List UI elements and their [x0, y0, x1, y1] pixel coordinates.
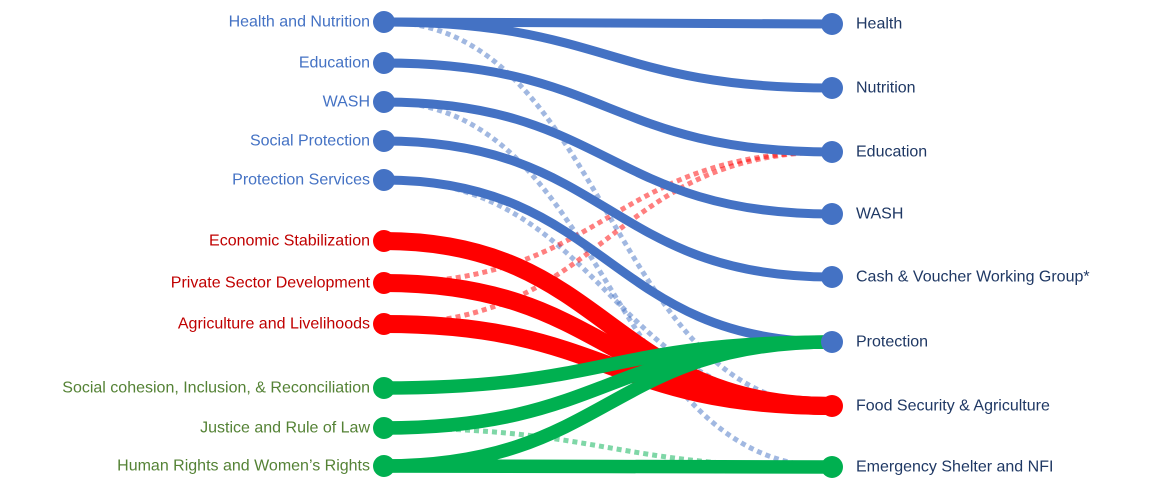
right-label-nutrition: Nutrition	[856, 80, 916, 97]
left-node-agriculture-livelihoods	[373, 313, 395, 335]
right-label-emergency-shelter: Emergency Shelter and NFI	[856, 459, 1053, 476]
left-label-human-rights: Human Rights and Women’s Rights	[117, 458, 370, 475]
link-protection-services-to-protection	[379, 175, 837, 347]
left-node-private-sector	[373, 272, 395, 294]
left-label-protection-services: Protection Services	[232, 172, 370, 189]
right-label-food-security: Food Security & Agriculture	[856, 398, 1050, 415]
right-node-emergency-shelter	[821, 456, 843, 478]
left-node-social-protection	[373, 130, 395, 152]
left-label-wash: WASH	[323, 94, 370, 111]
right-node-cash-voucher	[821, 266, 843, 288]
link-education-to-education-r	[379, 58, 837, 157]
left-node-human-rights	[373, 455, 395, 477]
right-node-food-security	[821, 395, 843, 417]
left-label-education: Education	[299, 55, 370, 72]
left-label-agriculture-livelihoods: Agriculture and Livelihoods	[178, 316, 370, 333]
link-social-protection-to-cash-voucher	[379, 136, 837, 282]
link-agriculture-livelihoods-to-education-r	[383, 149, 833, 327]
right-label-wash-r: WASH	[856, 206, 903, 223]
link-wash-to-wash-r	[379, 97, 837, 219]
right-label-health: Health	[856, 16, 902, 33]
left-node-education	[373, 52, 395, 74]
left-label-economic-stabilization: Economic Stabilization	[209, 233, 370, 250]
right-node-wash-r	[821, 203, 843, 225]
left-label-private-sector: Private Sector Development	[171, 275, 371, 292]
link-human-rights-to-protection	[377, 335, 839, 473]
links-layer	[375, 17, 841, 474]
right-label-cash-voucher: Cash & Voucher Working Group*	[856, 269, 1090, 286]
left-node-justice	[373, 417, 395, 439]
link-health-nutrition-to-nutrition	[379, 17, 837, 93]
left-label-social-cohesion: Social cohesion, Inclusion, & Reconcilia…	[62, 380, 370, 397]
link-human-rights-to-emergency-shelter	[377, 459, 839, 474]
left-node-social-cohesion	[373, 377, 395, 399]
nodes-layer	[373, 11, 843, 478]
left-node-economic-stabilization	[373, 230, 395, 252]
left-label-social-protection: Social Protection	[250, 133, 370, 150]
left-node-wash	[373, 91, 395, 113]
left-node-protection-services	[373, 169, 395, 191]
right-node-health	[821, 13, 843, 35]
right-label-education-r: Education	[856, 144, 927, 161]
right-node-nutrition	[821, 77, 843, 99]
right-node-education-r	[821, 141, 843, 163]
labels-layer: Health and Nutrition Education WASH Social …	[62, 14, 1089, 476]
right-node-protection	[821, 331, 843, 353]
left-label-justice: Justice and Rule of Law	[200, 420, 370, 437]
left-node-health-nutrition	[373, 11, 395, 33]
left-label-health-nutrition: Health and Nutrition	[229, 14, 370, 31]
right-label-protection: Protection	[856, 334, 928, 351]
